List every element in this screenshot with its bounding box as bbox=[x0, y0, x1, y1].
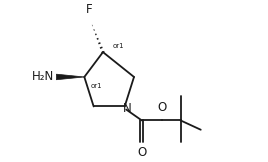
Text: F: F bbox=[86, 3, 92, 16]
Text: O: O bbox=[137, 146, 146, 159]
Text: or1: or1 bbox=[91, 83, 102, 89]
Text: H₂N: H₂N bbox=[32, 70, 54, 83]
Text: O: O bbox=[157, 101, 166, 114]
Polygon shape bbox=[56, 74, 84, 80]
Text: or1: or1 bbox=[112, 43, 124, 49]
Text: N: N bbox=[123, 102, 131, 115]
